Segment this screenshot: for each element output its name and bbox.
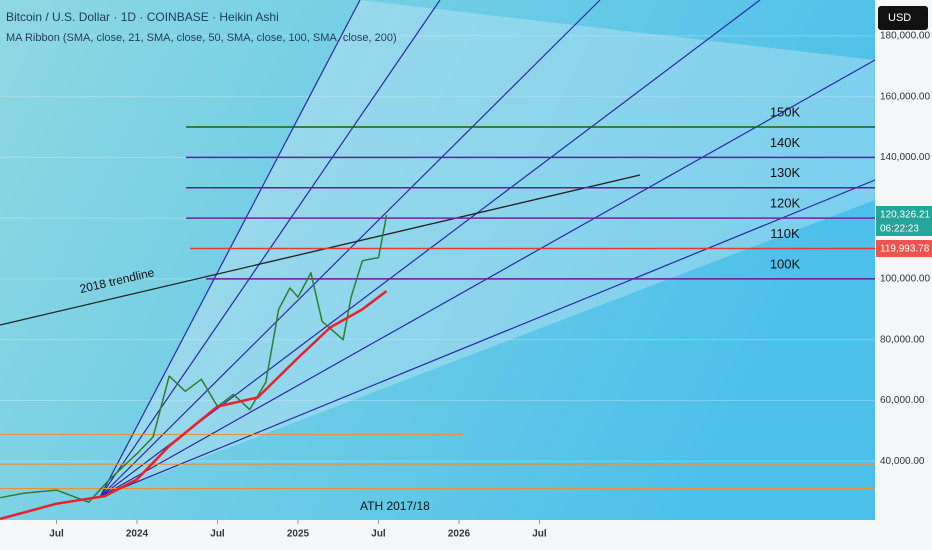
x-tick-label: 2024	[126, 529, 149, 540]
level-label: 100K	[770, 256, 801, 271]
y-tick-label: 80,000.00	[880, 334, 925, 345]
y-tick-label: 100,000.00	[880, 274, 930, 285]
series-line	[0, 290, 388, 521]
level-label: 140K	[770, 135, 801, 150]
ma-price: 119,993.78	[880, 244, 930, 255]
subtitle: MA Ribbon (SMA, close, 21, SMA, close, 5…	[6, 32, 397, 44]
x-tick-label: Jul	[49, 529, 64, 540]
y-tick-label: 60,000.00	[880, 395, 925, 406]
fan-line	[99, 179, 876, 498]
trendline	[0, 174, 641, 326]
series-line	[0, 214, 388, 503]
x-tick-label: 2025	[287, 529, 310, 540]
price-axis	[875, 0, 932, 550]
x-tick-label: Jul	[532, 529, 547, 540]
y-tick-label: 140,000.00	[880, 152, 930, 163]
y-tick-label: 40,000.00	[880, 456, 925, 467]
level-label: 130K	[770, 165, 801, 180]
plot-background	[0, 0, 875, 520]
currency-button[interactable]	[878, 6, 928, 30]
y-tick-label: 160,000.00	[880, 91, 930, 102]
title: Bitcoin / U.S. Dollar · 1D · COINBASE · …	[6, 10, 279, 24]
y-tick-label: 180,000.00	[880, 30, 930, 41]
currency[interactable]: USD	[888, 12, 911, 24]
ath-label: ATH 2017/18	[360, 499, 430, 513]
level-label: 110K	[770, 226, 800, 241]
x-tick-label: Jul	[210, 529, 225, 540]
ma-price-box	[876, 240, 932, 257]
price-box	[876, 206, 932, 236]
level-label: 150K	[770, 104, 801, 119]
countdown: 06:22:23	[880, 224, 919, 235]
time-axis	[0, 520, 875, 550]
x-tick-label: 2026	[448, 529, 471, 540]
price: 120,326.21	[880, 210, 930, 221]
x-tick-label: Jul	[371, 529, 386, 540]
level-label: 120K	[770, 196, 801, 211]
